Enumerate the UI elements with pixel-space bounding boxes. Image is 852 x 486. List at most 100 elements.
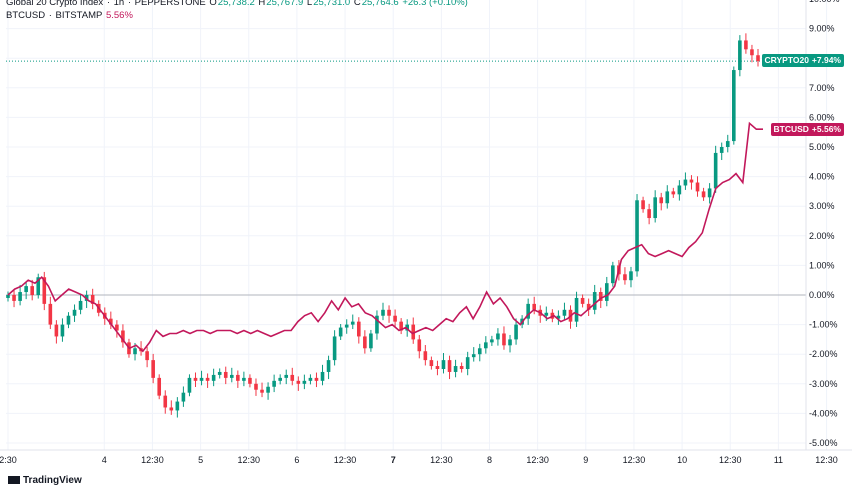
candle-body <box>671 191 676 195</box>
candle-body <box>66 315 71 325</box>
legend-compare-value: 5.56% <box>105 10 133 21</box>
tradingview-brand: TradingView <box>23 475 82 486</box>
candle-body <box>665 191 670 204</box>
candle-body <box>151 360 155 378</box>
candle-body <box>338 327 343 337</box>
tradingview-logo[interactable]: TradingView <box>8 475 82 486</box>
y-tick-label: 3.00% <box>809 201 835 211</box>
x-tick-label: 8 <box>487 455 492 465</box>
candle-body <box>459 366 464 369</box>
candle-body <box>187 377 192 393</box>
candle-body <box>526 303 530 319</box>
candle-body <box>677 185 682 195</box>
candle-body <box>357 321 361 337</box>
candle-body <box>363 336 367 349</box>
candle-body <box>447 360 452 372</box>
candle-body <box>756 55 760 62</box>
candle-body <box>326 360 331 372</box>
y-tick-label: 1.00% <box>809 260 835 270</box>
candle-body <box>719 147 724 153</box>
candle-body <box>236 374 240 381</box>
legend-open: 25,738.2 <box>217 0 255 8</box>
candle-body <box>393 315 397 322</box>
y-tick-label: -2.00% <box>809 349 838 359</box>
candle-body <box>744 40 748 50</box>
candle-body <box>72 309 77 316</box>
x-tick-label: 12:30 <box>141 455 164 465</box>
legend-compare-source: BITSTAMP <box>55 10 103 21</box>
y-tick-label: 6.00% <box>809 112 835 122</box>
candle-body <box>24 286 28 293</box>
candle-body <box>205 377 210 381</box>
candle-body <box>586 303 591 310</box>
crypto20-badge-value: +7.94% <box>811 55 841 66</box>
candle-body <box>278 377 282 381</box>
y-tick-label: 2.00% <box>809 231 835 241</box>
candle-body <box>181 392 186 402</box>
candle-body <box>738 40 742 71</box>
legend-close: 25,764.6 <box>361 0 399 8</box>
candle-body <box>54 324 59 337</box>
candle-body <box>109 318 113 325</box>
candle-body <box>272 380 276 387</box>
candle-body <box>695 182 700 192</box>
candle-body <box>544 312 549 316</box>
y-tick-label: -3.00% <box>809 379 838 389</box>
candle-body <box>411 324 416 340</box>
candle-body <box>30 286 34 295</box>
candle-body <box>115 324 119 331</box>
legend-compare-symbol[interactable]: BTCUSD <box>6 10 46 21</box>
candle-body <box>490 339 494 343</box>
x-tick-label: 12:30 <box>526 455 549 465</box>
candle-body <box>399 321 403 331</box>
legend-change: +26.3 (+0.10%) <box>402 0 468 8</box>
y-tick-label: 9.00% <box>809 24 835 34</box>
candle-body <box>604 283 609 301</box>
candle-body <box>629 271 633 281</box>
legend-high: 25,767.9 <box>266 0 304 8</box>
candle-body <box>514 324 518 340</box>
candle-body <box>429 360 434 367</box>
x-tick-label: 4 <box>102 455 107 465</box>
candle-body <box>199 377 204 381</box>
x-tick-label: 12:30 <box>815 455 838 465</box>
y-tick-label: -1.00% <box>809 320 838 330</box>
candle-body <box>60 324 65 337</box>
candle-body <box>121 330 125 343</box>
y-tick-label: 7.00% <box>809 83 835 93</box>
candle-body <box>36 277 41 295</box>
btcusd-price-badge: BTCUSD +5.56% <box>770 123 844 137</box>
candle-body <box>750 49 754 56</box>
legend-compare: BTCUSD · BITSTAMP 5.56% <box>6 10 133 21</box>
y-tick-label: 0.00% <box>809 290 835 300</box>
candle-body <box>266 386 270 393</box>
candle-body <box>223 371 228 378</box>
candle-body <box>653 197 657 219</box>
crypto20-price-badge: CRYPTO20 +7.94% <box>761 54 844 68</box>
candle-body <box>320 371 325 381</box>
candle-body <box>598 292 603 301</box>
candle-body <box>42 277 47 304</box>
legend-symbol[interactable]: Global 20 Crypto Index <box>6 0 104 8</box>
candle-body <box>580 297 585 304</box>
candle-body <box>477 348 482 355</box>
crypto20-badge-name: CRYPTO20 <box>764 55 809 66</box>
x-tick-label: 2:30 <box>0 455 17 465</box>
legend-h-label: H <box>258 0 266 8</box>
x-tick-label: 12:30 <box>334 455 357 465</box>
candle-body <box>254 383 258 390</box>
candle-body <box>683 179 688 186</box>
legend-c-label: C <box>353 0 361 8</box>
candle-body <box>417 339 422 352</box>
x-tick-label: 12:30 <box>719 455 742 465</box>
candle-body <box>242 377 246 381</box>
candle-body <box>157 377 162 396</box>
btcusd-badge-name: BTCUSD <box>773 124 809 135</box>
candle-body <box>441 360 446 369</box>
legend-source: PEPPERSTONE <box>134 0 206 8</box>
y-tick-label: -5.00% <box>809 438 838 448</box>
y-tick-label: -4.00% <box>809 408 838 418</box>
candle-body <box>12 295 16 301</box>
candle-body <box>592 292 597 310</box>
